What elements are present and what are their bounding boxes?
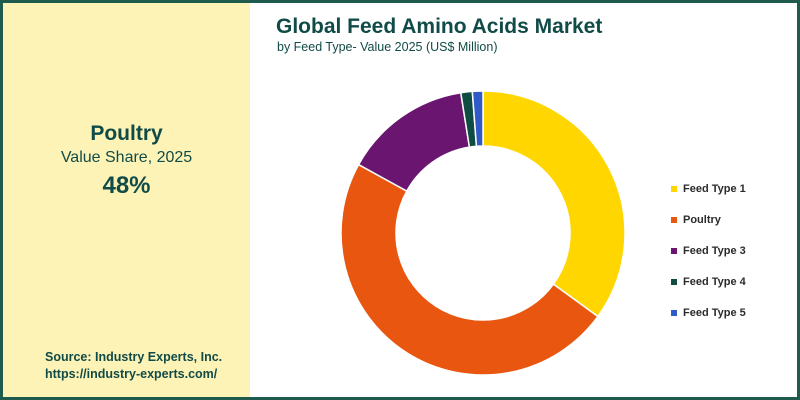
legend-swatch <box>671 278 677 285</box>
legend-swatch <box>671 216 677 223</box>
slice-poultry <box>340 163 599 376</box>
slice-feed-type-1 <box>482 90 626 318</box>
legend-item: Feed Type 5 <box>671 297 746 328</box>
legend-swatch <box>671 247 677 254</box>
highlight-metric: Value Share, 2025 <box>60 149 193 166</box>
legend-swatch <box>671 185 677 192</box>
legend-label: Feed Type 3 <box>683 244 746 257</box>
legend-label: Feed Type 1 <box>683 182 746 195</box>
slice-feed-type-5 <box>471 90 484 148</box>
legend-item: Feed Type 3 <box>671 235 746 266</box>
legend-label: Feed Type 4 <box>683 275 746 288</box>
source-note: Source: Industry Experts, Inc. https://i… <box>45 349 222 383</box>
chart-legend: Feed Type 1 Poultry Feed Type 3 Feed Type 4… <box>671 173 746 328</box>
chart-subtitle: by Feed Type- Value 2025 (US$ Million) <box>277 40 498 54</box>
legend-item: Feed Type 4 <box>671 266 746 297</box>
source-label: Source: Industry Experts, Inc. <box>45 350 223 364</box>
highlight-category: Poultry <box>90 122 163 145</box>
highlight-sidebar: Poultry Value Share, 2025 48% Source: In… <box>3 3 250 397</box>
highlight-block: Poultry Value Share, 2025 48% <box>3 121 250 201</box>
legend-label: Poultry <box>683 213 721 226</box>
legend-item: Poultry <box>671 204 746 235</box>
highlight-value: 48% <box>102 172 151 199</box>
source-url: https://industry-experts.com/ <box>45 367 218 381</box>
legend-item: Feed Type 1 <box>671 173 746 204</box>
chart-title: Global Feed Amino Acids Market <box>276 15 603 38</box>
legend-label: Feed Type 5 <box>683 306 746 319</box>
donut-chart <box>340 90 626 376</box>
legend-swatch <box>671 309 677 316</box>
